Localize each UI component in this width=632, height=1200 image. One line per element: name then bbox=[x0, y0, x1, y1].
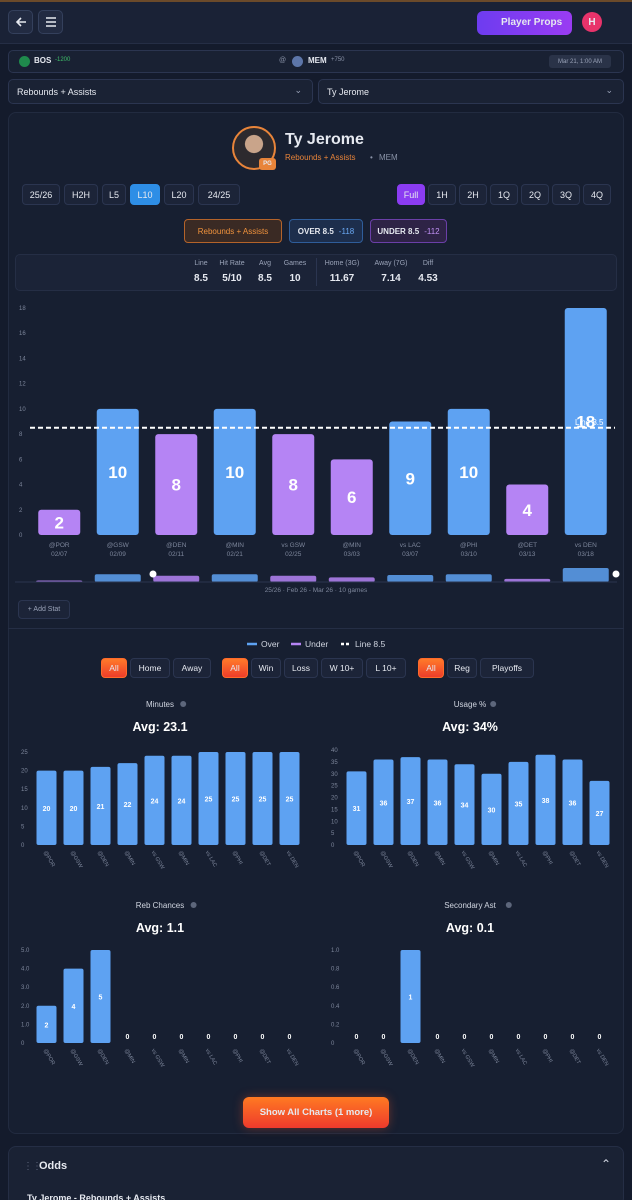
stat-label: Avg bbox=[259, 260, 271, 267]
filter-button[interactable]: Win bbox=[251, 658, 281, 678]
home-odds: +750 bbox=[331, 57, 345, 63]
player-props-button[interactable]: Player Props bbox=[477, 11, 572, 35]
away-odds: -1200 bbox=[55, 57, 71, 63]
period-button[interactable]: 3Q bbox=[552, 184, 580, 205]
back-button[interactable] bbox=[8, 10, 33, 34]
period-button[interactable]: 1H bbox=[428, 184, 456, 205]
stat-value: 10 bbox=[289, 273, 301, 284]
stat-value: 5/10 bbox=[222, 273, 242, 284]
at: @ bbox=[279, 57, 287, 64]
odds-panel[interactable]: ⋮⋮ Odds ⌃ Ty Jerome - Rebounds + Assists bbox=[8, 1146, 624, 1200]
range-button[interactable]: L5 bbox=[102, 184, 126, 205]
period-button[interactable]: 2H bbox=[459, 184, 487, 205]
over-odds: -118 bbox=[338, 226, 355, 236]
range-button[interactable]: 25/26 bbox=[22, 184, 60, 205]
stat-label: Hit Rate bbox=[219, 260, 245, 267]
game-time: Mar 21, 1:00 AM bbox=[549, 55, 611, 68]
filter-button[interactable]: All bbox=[222, 658, 248, 678]
filter-button[interactable]: Away bbox=[173, 658, 211, 678]
stat-label: Home (3G) bbox=[324, 260, 360, 267]
back-icon bbox=[15, 17, 26, 27]
filter-button[interactable]: Playoffs bbox=[480, 658, 534, 678]
period-button[interactable]: 2Q bbox=[521, 184, 549, 205]
filter-button[interactable]: Reg bbox=[447, 658, 477, 678]
stat-value: 7.14 bbox=[381, 273, 401, 284]
stat-value: 4.53 bbox=[418, 273, 438, 284]
range-button[interactable]: H2H bbox=[64, 184, 98, 205]
period-button[interactable]: 4Q bbox=[583, 184, 611, 205]
period-button[interactable]: Full bbox=[397, 184, 425, 205]
collapse-icon[interactable]: ⌃ bbox=[600, 1157, 611, 1171]
home-team: MEM bbox=[308, 56, 327, 65]
stat-divider bbox=[316, 258, 317, 286]
menu-button[interactable] bbox=[38, 10, 63, 34]
under-odds: -112 bbox=[424, 226, 440, 236]
chevron: ⌄ bbox=[605, 85, 613, 95]
game-bar: BOS -1200 @ MEM +750 Mar 21, 1:00 AM bbox=[8, 50, 624, 73]
odds-title: Odds bbox=[39, 1160, 68, 1172]
player-name: Ty Jerome bbox=[285, 131, 364, 148]
filter-button[interactable]: All bbox=[101, 658, 127, 678]
stat-label: Diff bbox=[422, 260, 434, 267]
filter-button[interactable]: L 10+ bbox=[366, 658, 406, 678]
stat-label: Away (7G) bbox=[374, 260, 408, 267]
under-label: UNDER 8.5 bbox=[377, 226, 420, 236]
bos-logo bbox=[19, 56, 30, 67]
add-stat-button[interactable]: + Add Stat bbox=[18, 600, 70, 619]
period-button[interactable]: 1Q bbox=[490, 184, 518, 205]
avatar[interactable]: H bbox=[582, 12, 602, 32]
player-market: Rebounds + Assists bbox=[285, 153, 356, 162]
position-badge: PG bbox=[259, 158, 276, 170]
filter-button[interactable]: Home bbox=[130, 658, 170, 678]
away-team: BOS bbox=[34, 56, 52, 65]
stat-value: 8.5 bbox=[194, 273, 208, 284]
over-label: OVER 8.5 bbox=[297, 226, 334, 236]
player-team: MEM bbox=[379, 153, 398, 162]
separator: • bbox=[370, 153, 373, 162]
under-chip[interactable]: UNDER 8.5 -112 bbox=[370, 219, 447, 243]
stat-value: 11.67 bbox=[329, 273, 355, 284]
menu-icon bbox=[45, 17, 56, 27]
divider bbox=[8, 628, 624, 629]
filter-button[interactable]: Loss bbox=[284, 658, 318, 678]
range-button[interactable]: L10 bbox=[130, 184, 160, 205]
range-button[interactable]: L20 bbox=[164, 184, 194, 205]
mem-logo bbox=[292, 56, 303, 67]
drag-handle: ⋮⋮ bbox=[23, 1161, 42, 1172]
stat-label: Line bbox=[194, 260, 208, 267]
odds-subtitle: Ty Jerome - Rebounds + Assists bbox=[27, 1193, 166, 1200]
chevron: ⌄ bbox=[294, 85, 302, 95]
range-button[interactable]: 24/25 bbox=[198, 184, 240, 205]
selector-text: Ty Jerome bbox=[327, 87, 370, 97]
over-chip[interactable]: OVER 8.5 -118 bbox=[289, 219, 363, 243]
selector[interactable]: Rebounds + Assists ⌄ bbox=[8, 79, 313, 104]
stat-value: 8.5 bbox=[258, 273, 272, 284]
filter-button[interactable]: W 10+ bbox=[321, 658, 363, 678]
stat-label: Games bbox=[283, 260, 307, 267]
market-chip[interactable]: Rebounds + Assists bbox=[184, 219, 282, 243]
show-all-button[interactable]: Show All Charts (1 more) bbox=[243, 1097, 389, 1128]
selector[interactable]: Ty Jerome ⌄ bbox=[318, 79, 624, 104]
selector-text: Rebounds + Assists bbox=[17, 87, 97, 97]
filter-button[interactable]: All bbox=[418, 658, 444, 678]
